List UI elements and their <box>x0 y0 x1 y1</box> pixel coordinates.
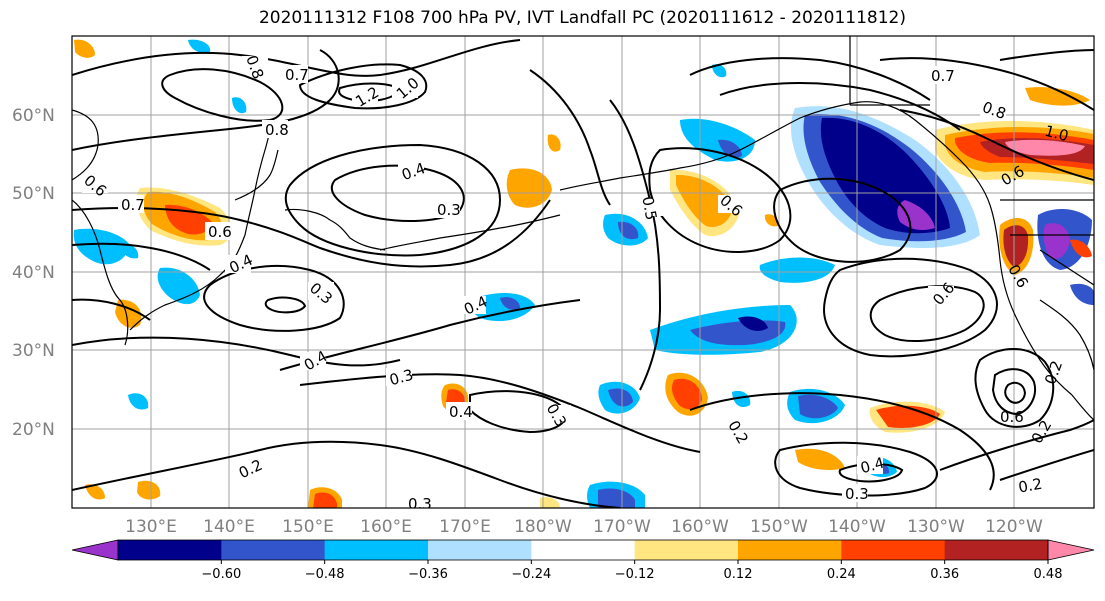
contour-label: 0.4 <box>449 403 473 421</box>
colorbar-cell <box>221 540 326 560</box>
colorbar: −0.60 −0.48 −0.36 −0.24 −0.12 0.12 0.24 0.36 0.4… <box>71 539 1095 582</box>
colorbar-cell <box>324 540 429 560</box>
lat-label: 40°N <box>12 263 55 283</box>
colorbar-tick-label: 0.12 <box>724 567 753 582</box>
colorbar-cell <box>428 540 532 560</box>
lon-label: 160°E <box>360 517 412 537</box>
colorbar-extend-low <box>71 539 119 561</box>
lon-label: 130°W <box>907 517 965 537</box>
colorbar-cell <box>738 540 842 560</box>
contour-labels: 0.8 0.7 1.2 1.0 0.8 0.6 0.7 0.4 0.3 0.6 … <box>80 53 1071 513</box>
lon-label: 150°W <box>750 517 808 537</box>
lon-label: 180°W <box>514 517 572 537</box>
longitude-labels: 130°E 140°E 150°E 160°E 170°E 180°W 170°… <box>125 517 1043 537</box>
lon-label: 160°W <box>671 517 729 537</box>
colorbar-cell <box>634 540 739 560</box>
colorbar-tick-label: −0.24 <box>511 567 551 582</box>
contour-label: 0.3 <box>408 495 432 513</box>
contour-label: 1.0 <box>1043 122 1071 146</box>
colorbar-tick-label: −0.60 <box>201 567 241 582</box>
lon-label: 170°W <box>593 517 651 537</box>
colorbar-tick-label: −0.12 <box>615 567 655 582</box>
colorbar-tick-label: −0.36 <box>408 567 448 582</box>
contour-label: 0.3 <box>388 366 416 390</box>
lon-label: 150°E <box>282 517 334 537</box>
colorbar-extend-high <box>1047 539 1095 561</box>
contour-label: 0.4 <box>859 454 887 478</box>
pv-contours <box>72 39 1094 508</box>
contour-label: 0.2 <box>1017 475 1044 497</box>
lon-label: 140°E <box>203 517 255 537</box>
colorbar-cell <box>118 540 222 560</box>
contour-label: 0.7 <box>931 67 955 85</box>
contour-label: 0.8 <box>265 121 289 139</box>
colorbar-frame <box>117 539 1049 561</box>
contour-label: 0.5 <box>638 195 660 222</box>
lat-label: 20°N <box>12 420 55 440</box>
lon-label: 140°W <box>828 517 886 537</box>
figure-title: 2020111312 F108 700 hPa PV, IVT Landfall… <box>258 8 906 28</box>
map-panel: 0.8 0.7 1.2 1.0 0.8 0.6 0.7 0.4 0.3 0.6 … <box>72 36 1094 513</box>
colorbar-cell <box>841 540 946 560</box>
colorbar-cell <box>531 540 636 560</box>
lat-label: 50°N <box>12 184 55 204</box>
contour-label: 0.3 <box>437 201 461 219</box>
contour-label: 0.7 <box>285 66 309 84</box>
contour-label: 0.7 <box>121 196 145 214</box>
colorbar-cell <box>944 540 1049 560</box>
contour-label: 0.3 <box>845 485 869 503</box>
lon-label: 130°E <box>125 517 177 537</box>
lat-label: 30°N <box>12 341 55 361</box>
colorbar-tick-label: 0.48 <box>1034 567 1063 582</box>
lon-label: 170°E <box>439 517 491 537</box>
colorbar-tick-label: 0.36 <box>930 567 959 582</box>
coastlines <box>72 36 1094 421</box>
contour-label: 0.6 <box>1000 408 1024 426</box>
lat-label: 60°N <box>12 106 55 126</box>
latitude-labels: 60°N 50°N 40°N 30°N 20°N <box>12 106 55 440</box>
map-frame <box>71 35 1095 509</box>
colorbar-tick-label: 0.24 <box>827 567 856 582</box>
contour-label: 0.6 <box>208 223 232 241</box>
colorbar-tick-label: −0.48 <box>305 567 345 582</box>
lon-label: 120°W <box>985 517 1043 537</box>
